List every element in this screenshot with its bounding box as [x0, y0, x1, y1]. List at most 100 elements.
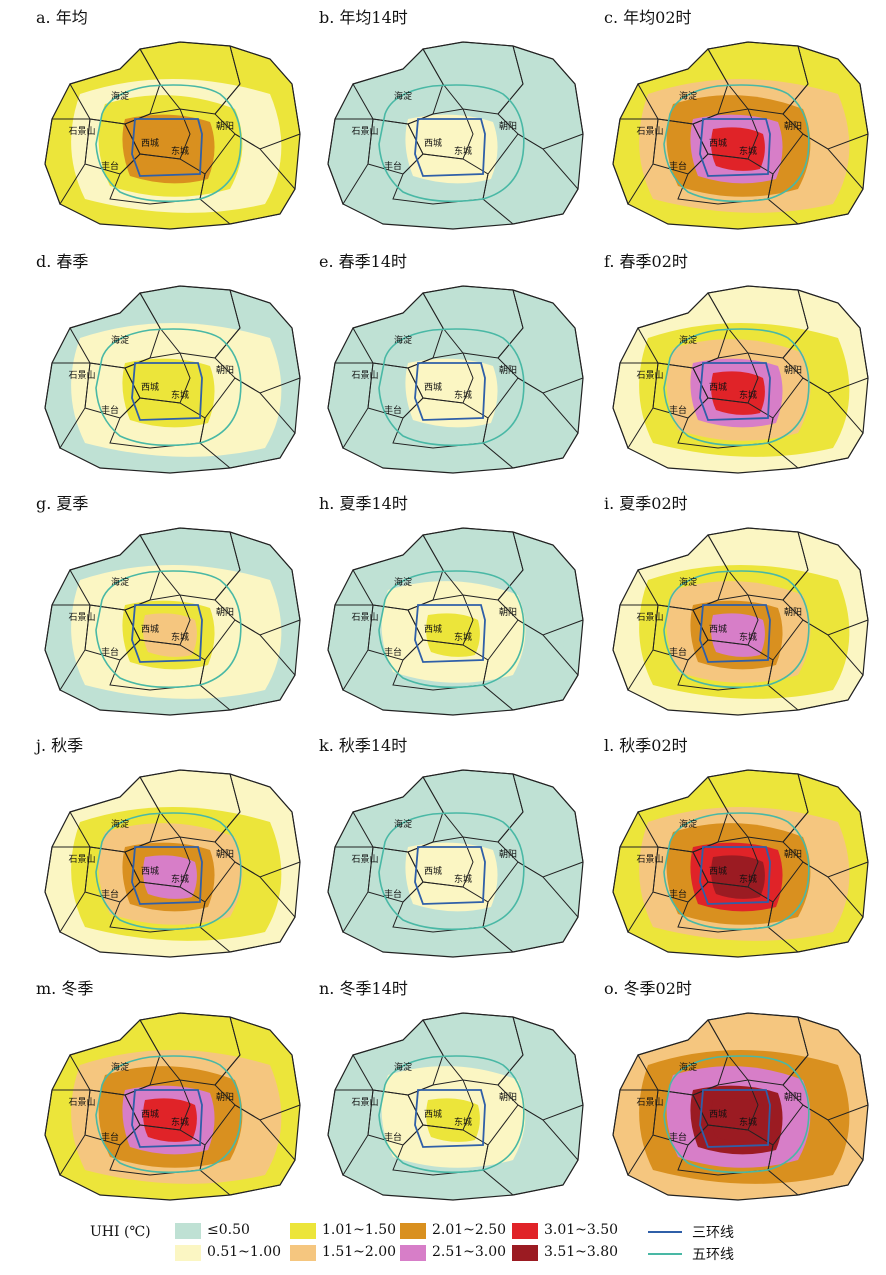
- district-label: 西城: [141, 866, 159, 877]
- district-label: 西城: [424, 624, 442, 635]
- fifth-ring-road: [378, 812, 525, 931]
- district-label: 西城: [141, 138, 159, 149]
- district-label: 东城: [739, 1116, 757, 1128]
- map-panel: d. 春季 海淀 石景山 西城 东城 朝阳 丰台: [30, 248, 305, 478]
- uhi-zone-core: [711, 127, 765, 171]
- panel-title: a. 年均: [36, 8, 88, 27]
- district-label: 石景山: [68, 854, 95, 865]
- district-boundary: [692, 108, 759, 160]
- district-label: 海淀: [394, 818, 412, 830]
- uhi-zone-core: [711, 613, 765, 657]
- third-ring-road: [414, 1089, 486, 1148]
- district-label: 东城: [454, 873, 472, 885]
- district-label: 西城: [709, 866, 727, 877]
- district-label: 丰台: [101, 646, 119, 658]
- district-label: 丰台: [669, 404, 687, 416]
- city-boundary: [612, 1012, 869, 1201]
- map-panel: i. 夏季02时 海淀 石景山 西城 东城 朝阳 丰台: [598, 490, 873, 720]
- district-boundary: [407, 594, 474, 646]
- district-label: 石景山: [636, 854, 663, 865]
- district-label: 海淀: [394, 1061, 412, 1073]
- city-boundary: [612, 41, 869, 230]
- panel-title: b. 年均14时: [319, 8, 408, 27]
- district-label: 石景山: [68, 612, 95, 623]
- city-boundary: [327, 285, 584, 474]
- district-label: 东城: [171, 389, 189, 401]
- fifth-ring-road: [95, 570, 242, 689]
- legend-swatch: [175, 1223, 201, 1239]
- legend-swatch: [512, 1245, 538, 1261]
- fifth-ring-road: [378, 570, 525, 689]
- uhi-zone-core: [426, 613, 480, 657]
- district-label: 海淀: [394, 576, 412, 588]
- district-label: 石景山: [351, 854, 378, 865]
- district-label: 丰台: [384, 646, 402, 658]
- third-ring-road: [131, 846, 203, 905]
- district-label: 石景山: [68, 126, 95, 137]
- uhi-zone-core: [711, 855, 765, 899]
- third-ring-road: [414, 118, 486, 177]
- district-label: 丰台: [669, 646, 687, 658]
- district-label: 石景山: [351, 1097, 378, 1108]
- district-label: 海淀: [679, 1061, 697, 1073]
- legend-label: 1.01~1.50: [322, 1222, 397, 1238]
- map-panel: o. 冬季02时 海淀 石景山 西城 东城 朝阳 丰台: [598, 975, 873, 1205]
- map-panel: n. 冬季14时 海淀 石景山 西城 东城 朝阳 丰台: [313, 975, 588, 1205]
- district-label: 石景山: [68, 370, 95, 381]
- district-label: 丰台: [101, 888, 119, 900]
- district-label: 海淀: [111, 334, 129, 346]
- third-ring-road: [131, 604, 203, 663]
- panel-title: c. 年均02时: [604, 8, 692, 27]
- third-ring-road: [131, 1089, 203, 1148]
- district-label: 石景山: [68, 1097, 95, 1108]
- panel-title: e. 春季14时: [319, 252, 408, 271]
- city-boundary: [612, 769, 869, 958]
- district-boundary: [124, 594, 191, 646]
- panel-title: n. 冬季14时: [319, 979, 408, 998]
- third-ring-road: [131, 362, 203, 421]
- legend-label: 0.51~1.00: [207, 1244, 282, 1260]
- district-label: 朝阳: [784, 365, 802, 376]
- fifth-ring-road: [663, 84, 810, 203]
- district-label: 海淀: [111, 1061, 129, 1073]
- district-label: 丰台: [101, 160, 119, 172]
- district-label: 丰台: [384, 404, 402, 416]
- legend-line-label: 三环线: [692, 1225, 734, 1241]
- district-label: 西城: [709, 382, 727, 393]
- city-boundary: [44, 285, 301, 474]
- panel-title: m. 冬季: [36, 979, 94, 998]
- third-ring-road: [699, 1089, 771, 1148]
- city-boundary: [327, 1012, 584, 1201]
- district-boundary: [124, 836, 191, 888]
- district-boundary: [407, 352, 474, 404]
- uhi-zone-core: [711, 1098, 765, 1142]
- city-boundary: [44, 527, 301, 716]
- district-label: 海淀: [394, 334, 412, 346]
- district-label: 西城: [141, 624, 159, 635]
- district-label: 朝阳: [784, 121, 802, 132]
- panel-title: j. 秋季: [36, 736, 84, 755]
- city-boundary: [327, 41, 584, 230]
- map-panel: a. 年均 海淀 石景山 西城 东城 朝阳 丰台: [30, 4, 305, 234]
- third-ring-road: [414, 604, 486, 663]
- panel-title: g. 夏季: [36, 494, 89, 513]
- district-label: 东城: [739, 389, 757, 401]
- district-label: 西城: [424, 138, 442, 149]
- district-label: 石景山: [351, 370, 378, 381]
- legend-label: ≤0.50: [207, 1222, 250, 1238]
- uhi-zone-core: [143, 613, 197, 657]
- district-boundary: [692, 352, 759, 404]
- district-boundary: [407, 1079, 474, 1131]
- uhi-zone-core: [143, 855, 197, 899]
- district-label: 东城: [171, 1116, 189, 1128]
- district-label: 西城: [424, 1109, 442, 1120]
- district-label: 西城: [709, 624, 727, 635]
- district-boundary: [407, 836, 474, 888]
- uhi-zone-core: [426, 371, 480, 415]
- district-label: 朝阳: [784, 849, 802, 860]
- third-ring-road: [699, 362, 771, 421]
